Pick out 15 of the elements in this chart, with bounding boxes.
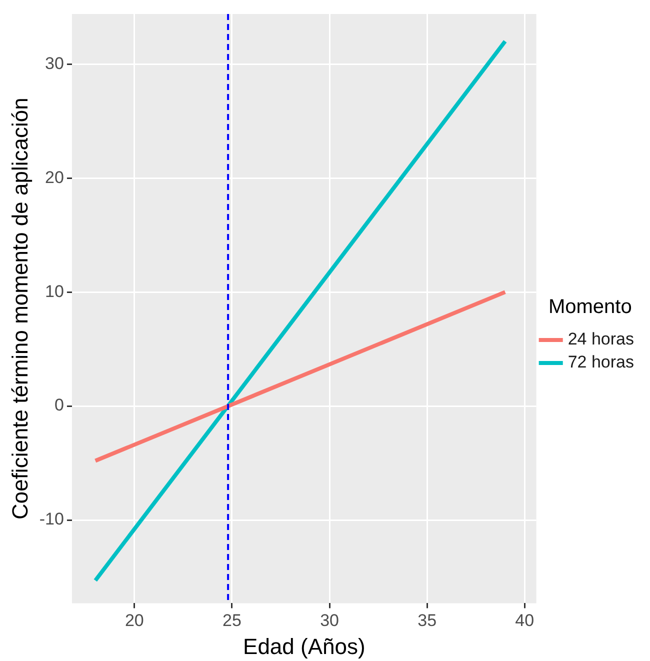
y-tick-label: 30 (45, 54, 64, 73)
legend-label: 24 horas (568, 330, 634, 349)
x-tick-label: 25 (222, 611, 242, 630)
x-tick-label: 30 (320, 611, 339, 630)
legend-label: 72 horas (568, 352, 634, 372)
y-tick-label: 10 (45, 282, 64, 301)
y-axis-title: Coeficiente término momento de aplicación (7, 98, 32, 520)
x-axis-title: Edad (Años) (243, 634, 366, 659)
x-tick-label: 40 (515, 611, 534, 630)
y-tick-label: 0 (54, 396, 64, 415)
x-tick-label: 35 (418, 611, 437, 630)
legend-title: Momento (548, 296, 632, 318)
y-tick-label: 20 (45, 168, 64, 187)
x-tick-label: 20 (124, 611, 144, 630)
y-tick-label: -10 (39, 510, 64, 529)
